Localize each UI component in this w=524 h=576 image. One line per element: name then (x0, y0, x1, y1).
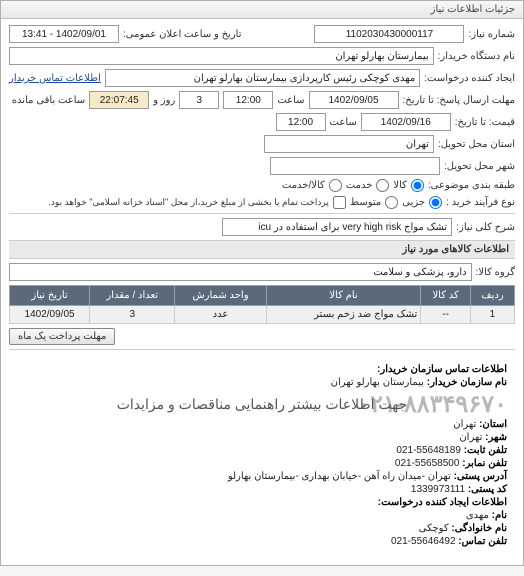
announce-field[interactable] (9, 25, 119, 43)
opt-goods-service: کالا/خدمت (282, 180, 325, 191)
cphone-value: 55646492-021 (391, 536, 456, 547)
panel-body: شماره نیاز: تاریخ و ساعت اعلان عمومی: نا… (1, 19, 523, 565)
th-name: نام کالا (266, 286, 421, 306)
treasury-checkbox[interactable] (333, 196, 346, 209)
valid-until-label: قیمت: تا تاریخ: (455, 117, 515, 128)
phone-value: 55648189-021 (396, 445, 461, 456)
city-label: شهر: (485, 432, 507, 443)
remain-time[interactable] (89, 91, 149, 109)
table-row[interactable]: 1 -- تشک مواج ضد زخم بستر عدد 3 1402/09/… (10, 306, 515, 324)
deadline-send-time[interactable] (223, 91, 273, 109)
creator-label: ایجاد کننده درخواست: (424, 73, 515, 84)
contact-banner: اطلاعات تماس سازمان خریدار: نام سازمان خ… (9, 354, 515, 559)
lname-label: نام خانوادگی: (451, 523, 507, 534)
address-label: آدرس پستی: (454, 471, 507, 482)
fname-label: نام: (492, 510, 507, 521)
opt-service-radio[interactable] (376, 179, 389, 192)
td-name: تشک مواج ضد زخم بستر (266, 306, 421, 324)
th-code: کد کالا (421, 286, 471, 306)
postcode-value: 1339973111 (411, 484, 465, 495)
request-no-label: شماره نیاز: (468, 29, 515, 40)
delivery-province-label: استان محل تحویل: (438, 139, 515, 150)
opt-minor: جزیی (402, 197, 425, 208)
org-name: بیمارستان بهارلو تهران (331, 377, 424, 388)
address-value: تهران -میدان راه آهن -خیابان بهداری -بیم… (228, 471, 451, 482)
opt-goods: کالا (393, 180, 407, 191)
purchase-type-label: نوع فرآیند خرید : (446, 197, 515, 208)
table-header-row: ردیف کد کالا نام کالا واحد شمارش تعداد /… (10, 286, 515, 306)
panel-title: جزئیات اطلاعات نیاز (1, 1, 523, 19)
deadline-send-label: مهلت ارسال پاسخ: تا تاریخ: (403, 95, 515, 106)
td-date: 1402/09/05 (10, 306, 90, 324)
announce-label: تاریخ و ساعت اعلان عمومی: (123, 29, 242, 40)
fax-label: تلفن نمابر: (462, 458, 507, 469)
delivery-province[interactable] (264, 135, 434, 153)
valid-until-time[interactable] (276, 113, 326, 131)
req-creator-header: اطلاعات ایجاد کننده درخواست: (378, 497, 507, 508)
cphone-label: تلفن تماس: (458, 536, 507, 547)
remain-time-label: ساعت باقی مانده (12, 95, 85, 106)
separator-1 (9, 213, 515, 214)
phone-label: تلفن ثابت: (464, 445, 507, 456)
province-label: استان: (479, 419, 507, 430)
th-date: تاریخ نیاز (10, 286, 90, 306)
buyer-field[interactable] (9, 47, 434, 65)
request-no-field[interactable] (314, 25, 464, 43)
remain-days-label: روز و (153, 95, 175, 106)
buyer-label: نام دستگاه خریدار: (438, 51, 515, 62)
purchase-note: پرداخت تمام یا بخشی از مبلغ خرید،از محل … (48, 197, 328, 208)
time-label-1: ساعت (277, 95, 304, 106)
big-phone-watermark: ۰۲۱-۸۸۳۴۹۶۷۰ (17, 390, 507, 419)
opt-goods-service-radio[interactable] (329, 179, 342, 192)
pay-deadline-button[interactable]: مهلت پرداخت یک ماه (9, 328, 115, 345)
time-label-2: ساعت (330, 117, 357, 128)
creator-field[interactable] (105, 69, 420, 87)
desc-label: شرح کلی نیاز: (456, 222, 515, 233)
td-row: 1 (470, 306, 514, 324)
city-value: تهران (459, 432, 482, 443)
fname-value: مهدی (466, 510, 489, 521)
opt-service: خدمت (346, 180, 373, 191)
contact-header: اطلاعات تماس سازمان خریدار: (377, 364, 507, 375)
opt-medium-radio[interactable] (385, 196, 398, 209)
postcode-label: کد پستی: (468, 484, 507, 495)
desc-field[interactable] (222, 218, 452, 236)
th-row: ردیف (470, 286, 514, 306)
lname-value: کوچکی (419, 523, 449, 534)
delivery-city[interactable] (270, 157, 440, 175)
valid-until-date[interactable] (361, 113, 451, 131)
remain-days[interactable] (179, 91, 219, 109)
td-qty: 3 (90, 306, 175, 324)
deadline-send-date[interactable] (309, 91, 399, 109)
td-unit: عدد (175, 306, 266, 324)
opt-minor-radio[interactable] (429, 196, 442, 209)
separator-2 (9, 349, 515, 350)
province-value: تهران (453, 419, 476, 430)
fax-value: 55658500-021 (395, 458, 460, 469)
group-label: گروه کالا: (476, 267, 515, 278)
opt-medium: متوسط (350, 197, 381, 208)
items-section-title: اطلاعات کالاهای مورد نیاز (9, 240, 515, 259)
th-unit: واحد شمارش (175, 286, 266, 306)
org-name-label: نام سازمان خریدار: (427, 377, 507, 388)
buyer-contact-link[interactable]: اطلاعات تماس خریدار (9, 73, 101, 84)
delivery-city-label: شهر محل تحویل: (444, 161, 515, 172)
opt-goods-radio[interactable] (411, 179, 424, 192)
need-details-panel: جزئیات اطلاعات نیاز شماره نیاز: تاریخ و … (0, 0, 524, 566)
th-qty: تعداد / مقدار (90, 286, 175, 306)
items-table: ردیف کد کالا نام کالا واحد شمارش تعداد /… (9, 285, 515, 324)
category-label: طبقه بندی موضوعی: (428, 180, 515, 191)
group-field[interactable] (9, 263, 472, 281)
td-code: -- (421, 306, 471, 324)
